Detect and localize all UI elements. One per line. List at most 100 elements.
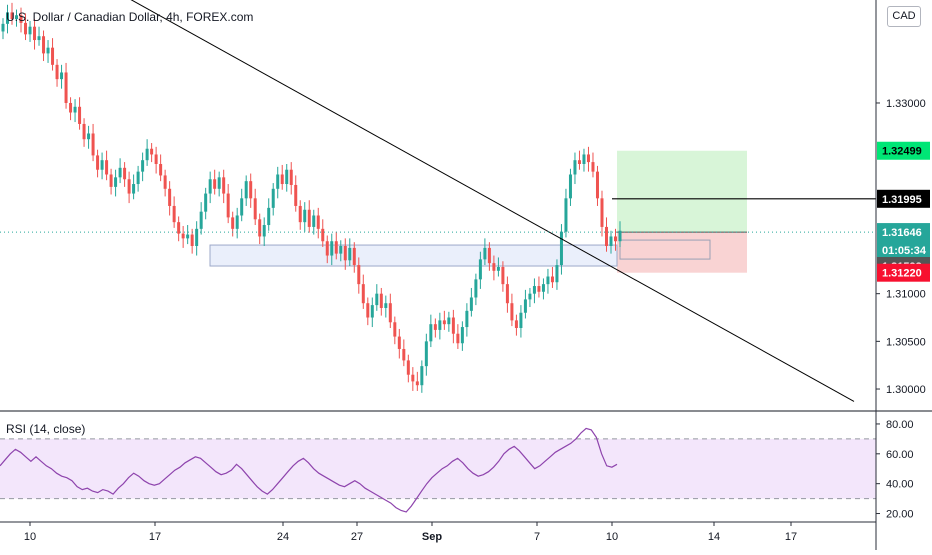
candle-body [100, 160, 104, 170]
candle-body [591, 162, 595, 172]
candle-body [586, 154, 590, 163]
candle-body [285, 169, 289, 185]
candle-body [577, 160, 581, 164]
candle-body [280, 174, 284, 185]
candle-body [447, 317, 451, 325]
candle-body [303, 209, 307, 223]
candle-body [568, 174, 572, 199]
candle-body [123, 167, 127, 180]
support-zone-rect[interactable] [209, 244, 618, 267]
price-axis[interactable]: 1.30000 1.30500 1.31000 1.33000 [876, 98, 926, 396]
candle-body [501, 266, 505, 285]
candle-body [366, 303, 370, 318]
candle-body [244, 181, 248, 199]
candle-body [109, 174, 113, 187]
time-tick-label: 17 [785, 531, 797, 543]
price-tick-label: 1.33000 [886, 98, 926, 110]
candle-body [1, 23, 5, 32]
price-labels: 1.324991.319951.3164601:05:341.315931.31… [877, 141, 930, 282]
candle-body [15, 15, 19, 20]
price-tag-label: 01:05:34 [882, 245, 927, 257]
price-tag-label: 1.31646 [882, 227, 922, 239]
price-tick-label: 1.30500 [886, 336, 926, 348]
time-tick-label: 17 [149, 531, 161, 543]
rsi-title: RSI (14, close) [6, 422, 86, 436]
candle-body [195, 228, 199, 246]
candle-body [114, 177, 118, 187]
candle-body [339, 246, 343, 254]
candle-body [24, 22, 28, 35]
price-tag-label: 1.31995 [882, 194, 922, 206]
drawn-lines [0, 0, 876, 402]
candle-body [379, 293, 383, 308]
candle-body [330, 241, 334, 256]
loss-zone[interactable] [617, 232, 747, 273]
time-tick-label: 27 [351, 531, 363, 543]
candle-body [298, 205, 302, 223]
candle-body [69, 102, 73, 113]
candle-body [118, 167, 122, 178]
candle-body [352, 247, 356, 266]
candle-body [186, 234, 190, 239]
candle-body [6, 12, 10, 24]
candle-body [564, 198, 568, 232]
candle-body [294, 184, 298, 206]
candle-body [73, 106, 77, 113]
price-tick-label: 1.30000 [886, 384, 926, 396]
candle-body [145, 148, 149, 161]
candle-body [271, 188, 275, 208]
candle-body [343, 246, 347, 261]
candle-body [87, 133, 91, 140]
rsi-axis[interactable]: 20.00 40.00 60.00 80.00 [876, 419, 914, 521]
rsi-tick-label: 40.00 [886, 479, 914, 491]
candle-body [469, 297, 473, 311]
currency-badge[interactable]: CAD [887, 6, 921, 27]
candle-body [289, 169, 293, 185]
candle-body [348, 247, 352, 261]
time-tick-label: Sep [422, 531, 442, 543]
candle-body [415, 381, 419, 386]
candle-body [600, 198, 604, 227]
chart-title: U.S. Dollar / Canadian Dollar, 4h, FOREX… [6, 10, 254, 24]
candle-body [451, 317, 455, 334]
candle-body [321, 228, 325, 242]
candle-body [141, 160, 145, 172]
candle-body [393, 322, 397, 337]
candle-body [213, 179, 217, 189]
candle-body [528, 293, 532, 300]
candle-body [217, 177, 221, 189]
candle-body [262, 225, 266, 237]
candle-body [582, 154, 586, 164]
candle-body [519, 312, 523, 328]
candle-body [613, 236, 617, 242]
candle-body [10, 12, 14, 20]
candle-body [505, 284, 509, 304]
candle-body [424, 341, 428, 367]
candle-body [532, 286, 536, 294]
candle-body [127, 179, 131, 194]
candle-body [361, 284, 365, 304]
candle-body [559, 231, 563, 266]
position-zones [617, 150, 747, 273]
candle-body [190, 234, 194, 246]
candle-body [150, 148, 154, 155]
trendline[interactable] [80, 0, 855, 402]
candle-body [42, 36, 46, 54]
candle-body [618, 230, 622, 242]
support-zone [209, 244, 618, 267]
candle-body [249, 181, 253, 199]
candle-body [510, 303, 514, 321]
time-tick-label: 7 [534, 531, 540, 543]
time-tick-label: 10 [24, 531, 36, 543]
time-axis[interactable]: 10 17 24 27 Sep 7 10 14 17 [24, 522, 797, 543]
candle-body [555, 265, 559, 283]
candle-body [172, 205, 176, 223]
candle-body [546, 276, 550, 285]
profit-zone[interactable] [617, 150, 747, 233]
candle-body [595, 171, 599, 199]
candle-body [240, 198, 244, 216]
price-tag [877, 240, 930, 259]
candle-body [442, 320, 446, 325]
candle-body [456, 333, 460, 344]
candle-body [541, 284, 545, 292]
